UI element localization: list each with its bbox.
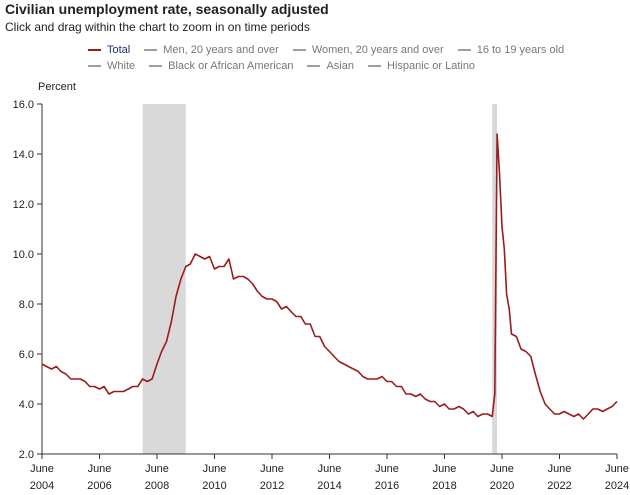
x-tick-year: 2012 <box>260 480 284 492</box>
legend-swatch <box>457 49 471 51</box>
legend-item[interactable]: Women, 20 years and over <box>292 44 444 56</box>
x-tick-year: 2022 <box>547 480 571 492</box>
legend-swatch <box>292 49 306 51</box>
x-tick-year: 2020 <box>490 480 514 492</box>
x-tick-year: 2014 <box>317 480 341 492</box>
x-tick-month: June <box>433 463 457 475</box>
legend-label: Women, 20 years and over <box>311 44 444 56</box>
y-tick-label: 16.0 <box>13 99 34 111</box>
x-tick-year: 2018 <box>432 480 456 492</box>
legend-item[interactable]: Hispanic or Latino <box>368 60 475 72</box>
chart-subtitle: Click and drag within the chart to zoom … <box>5 20 310 34</box>
x-tick-month: June <box>145 463 169 475</box>
legend-swatch <box>307 65 321 67</box>
x-tick-year: 2004 <box>30 480 54 492</box>
x-tick-year: 2024 <box>605 480 629 492</box>
x-tick-year: 2006 <box>87 480 111 492</box>
legend-label: Total <box>107 44 131 56</box>
legend-item[interactable]: Black or African American <box>149 60 293 72</box>
legend-label: Black or African American <box>168 60 294 72</box>
y-tick-label: 6.0 <box>19 349 34 361</box>
y-axis-label: Percent <box>38 81 76 93</box>
chart-legend: Total Men, 20 years and over Women, 20 yea… <box>88 42 608 74</box>
y-tick-label: 2.0 <box>19 449 34 461</box>
x-tick-year: 2016 <box>375 480 399 492</box>
legend-item[interactable]: White <box>88 60 135 72</box>
y-tick-label: 14.0 <box>13 149 34 161</box>
x-tick-month: June <box>30 463 54 475</box>
legend-swatch <box>368 65 381 67</box>
recession-band <box>142 104 186 454</box>
legend-item[interactable]: 16 to 19 years old <box>457 44 565 56</box>
legend-item[interactable]: Asian <box>307 60 354 72</box>
legend-swatch <box>144 49 158 51</box>
y-tick-label: 10.0 <box>13 249 34 261</box>
x-tick-month: June <box>375 463 399 475</box>
legend-label: Hispanic or Latino <box>387 60 476 72</box>
y-tick-label: 4.0 <box>19 399 34 411</box>
x-tick-month: June <box>88 463 112 475</box>
legend-item[interactable]: Total <box>88 44 130 56</box>
x-tick-month: June <box>490 463 514 475</box>
legend-label: 16 to 19 years old <box>476 44 565 56</box>
y-tick-label: 8.0 <box>19 299 34 311</box>
series-line-total[interactable] <box>41 133 618 420</box>
legend-label: Men, 20 years and over <box>163 44 279 56</box>
legend-swatch <box>88 49 101 51</box>
axes <box>37 103 618 459</box>
x-tick-month: June <box>318 463 342 475</box>
recession-shading <box>142 104 498 454</box>
legend-row: White Black or African American Asian Hispa… <box>88 58 608 74</box>
recession-band <box>492 104 498 454</box>
x-tick-month: June <box>605 463 629 475</box>
chart-title: Civilian unemployment rate, seasonally a… <box>5 1 329 17</box>
x-tick-month: June <box>548 463 572 475</box>
x-tick-year: 2008 <box>145 480 169 492</box>
series-lines[interactable] <box>41 133 618 420</box>
y-tick-label: 12.0 <box>13 199 34 211</box>
x-tick-year: 2010 <box>202 480 226 492</box>
tick-labels: 2.0 4.0 6.0 8.0 10.0 12.0 14.0 16.0 June 2004 June… <box>13 99 630 492</box>
legend-swatch <box>88 65 101 67</box>
x-tick-month: June <box>203 463 227 475</box>
legend-label: Asian <box>326 60 354 72</box>
legend-row: Total Men, 20 years and over Women, 20 yea… <box>88 42 608 58</box>
legend-item[interactable]: Men, 20 years and over <box>144 44 279 56</box>
legend-label: White <box>107 60 136 72</box>
legend-swatch <box>149 65 163 67</box>
x-tick-month: June <box>260 463 284 475</box>
